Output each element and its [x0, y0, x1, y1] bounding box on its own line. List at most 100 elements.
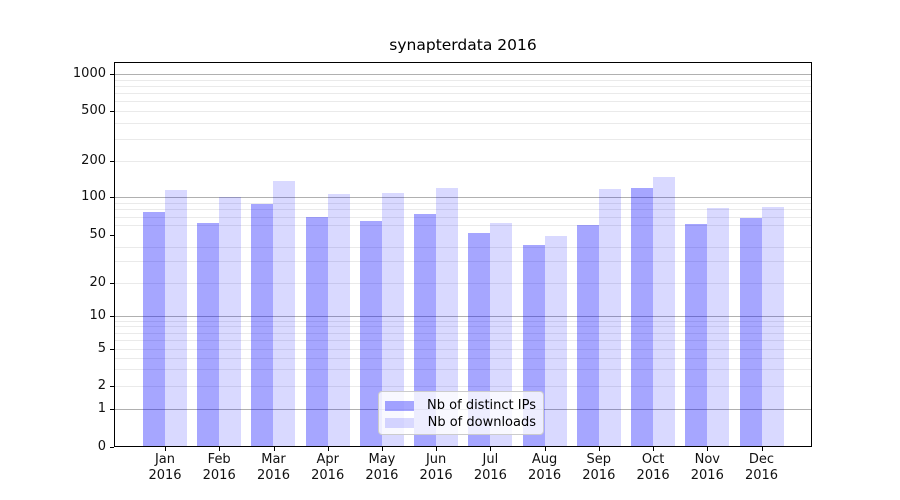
- y-tick-mark: [110, 386, 114, 387]
- legend-label-distinct-ips: Nb of distinct IPs: [427, 398, 536, 413]
- y-gridline-minor: [114, 340, 812, 341]
- bar-downloads: [707, 207, 730, 446]
- x-tick-mark: [273, 447, 275, 451]
- legend-swatch-distinct-ips: [385, 400, 414, 411]
- legend: Nb of distinct IPs Nb of downloads: [378, 391, 544, 435]
- y-gridline-minor: [114, 93, 812, 94]
- y-gridline-minor: [114, 161, 812, 162]
- y-tick-mark: [110, 447, 114, 448]
- y-gridline-minor: [114, 209, 812, 210]
- plot-area: [114, 62, 812, 447]
- y-tick-label: 1000: [72, 66, 106, 81]
- bar-downloads: [327, 193, 350, 446]
- y-tick-mark: [110, 235, 114, 236]
- y-tick-label: 2: [97, 378, 106, 393]
- y-gridline-minor: [114, 123, 812, 124]
- y-tick-label: 10: [89, 308, 106, 323]
- y-gridline-minor: [114, 247, 812, 248]
- y-tick-mark: [110, 316, 114, 317]
- x-tick-label: Aug 2016: [528, 452, 562, 483]
- legend-swatch-downloads: [385, 417, 414, 428]
- x-tick-label: Oct 2016: [636, 452, 670, 483]
- legend-label-downloads: Nb of downloads: [427, 415, 536, 430]
- y-tick-mark: [110, 197, 114, 198]
- y-tick-mark: [110, 409, 114, 410]
- bar-distinct-ips: [739, 218, 762, 446]
- y-gridline-minor: [114, 333, 812, 334]
- y-gridline-minor: [114, 86, 812, 87]
- y-gridline-major: [114, 316, 812, 317]
- x-tick-label: Nov 2016: [690, 452, 724, 483]
- x-tick-mark: [219, 447, 221, 451]
- bar-distinct-ips: [197, 223, 220, 446]
- x-tick-mark: [327, 447, 329, 451]
- x-tick-label: Feb 2016: [202, 452, 236, 483]
- y-gridline-minor: [114, 139, 812, 140]
- y-tick-label: 500: [81, 103, 106, 118]
- y-tick-mark: [110, 349, 114, 350]
- x-tick-label: Mar 2016: [256, 452, 291, 483]
- y-gridline-minor: [114, 111, 812, 112]
- y-tick-mark: [110, 283, 114, 284]
- x-tick-mark: [598, 447, 600, 451]
- x-tick-mark: [381, 447, 383, 451]
- y-gridline-minor: [114, 349, 812, 350]
- y-tick-label: 0: [97, 438, 106, 454]
- x-tick-mark: [544, 447, 546, 451]
- x-tick-mark: [707, 447, 709, 451]
- bar-downloads: [381, 193, 404, 446]
- x-tick-label: May 2016: [365, 452, 399, 483]
- bar-downloads: [165, 190, 187, 446]
- y-tick-label: 100: [81, 189, 106, 204]
- bar-distinct-ips: [305, 216, 328, 446]
- bar-distinct-ips: [414, 213, 437, 446]
- legend-row-distinct-ips: Nb of distinct IPs: [385, 397, 536, 414]
- bar-downloads: [219, 196, 242, 446]
- y-gridline-minor: [114, 217, 812, 218]
- x-tick-mark: [490, 447, 492, 451]
- y-gridline-minor: [114, 203, 812, 204]
- y-gridline-minor: [114, 326, 812, 327]
- y-tick-label: 5: [97, 340, 106, 356]
- x-tick-label: Sep 2016: [582, 452, 616, 483]
- y-tick-label: 50: [89, 227, 106, 242]
- y-gridline-minor: [114, 225, 812, 226]
- y-gridline-major: [114, 74, 812, 75]
- bar-downloads: [273, 181, 296, 446]
- x-tick-mark: [653, 447, 655, 451]
- x-tick-label: Apr 2016: [311, 452, 345, 483]
- y-gridline-minor: [114, 358, 812, 359]
- y-tick-mark: [110, 111, 114, 112]
- y-tick-label: 200: [81, 153, 106, 168]
- y-tick-mark: [110, 74, 114, 75]
- x-tick-label: Jan 2016: [148, 452, 182, 483]
- y-tick-label: 1: [97, 400, 106, 416]
- legend-row-downloads: Nb of downloads: [385, 414, 536, 431]
- x-tick-mark: [165, 447, 166, 451]
- x-tick-label: Dec 2016: [744, 452, 779, 483]
- bar-downloads: [544, 236, 567, 446]
- bar-distinct-ips: [251, 204, 274, 446]
- x-tick-label: Jun 2016: [419, 452, 453, 483]
- y-gridline-major: [114, 197, 812, 198]
- chart-title: synapterdata 2016: [389, 36, 537, 54]
- bar-downloads: [490, 223, 513, 446]
- bar-distinct-ips: [631, 187, 654, 446]
- bar-distinct-ips: [143, 212, 165, 446]
- bar-downloads: [598, 188, 621, 446]
- y-gridline-minor: [114, 283, 812, 284]
- x-tick-mark: [436, 447, 438, 451]
- bar-distinct-ips: [576, 225, 599, 446]
- bar-downloads: [436, 187, 459, 446]
- y-gridline-minor: [114, 101, 812, 102]
- y-gridline-minor: [114, 386, 812, 387]
- y-gridline-minor: [114, 369, 812, 370]
- y-tick-label: 20: [89, 274, 106, 290]
- y-tick-mark: [110, 161, 114, 162]
- x-tick-mark: [761, 447, 763, 451]
- bar-distinct-ips: [685, 224, 708, 446]
- y-gridline-minor: [114, 80, 812, 81]
- y-gridline-minor: [114, 321, 812, 322]
- bar-downloads: [761, 206, 784, 446]
